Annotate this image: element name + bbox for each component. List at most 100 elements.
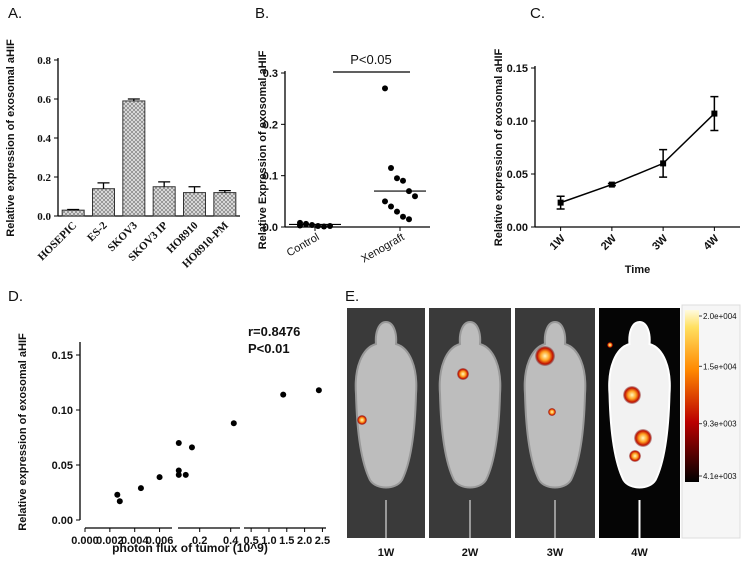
data-point — [175, 467, 182, 474]
panel-label: A. — [8, 5, 22, 22]
y-tick-label: 0.00 — [52, 515, 73, 527]
panel-label: E. — [345, 288, 359, 305]
x-tick-label: 1.0 — [261, 535, 276, 547]
data-point — [382, 198, 388, 205]
x-tick-label: ES-2 — [85, 219, 110, 244]
y-tick-label: 0.10 — [52, 405, 73, 417]
error-bar — [67, 208, 80, 211]
panel-label: C. — [530, 5, 545, 22]
x-tick-label: 1W — [548, 232, 569, 253]
data-point — [230, 420, 237, 427]
data-point — [660, 160, 667, 167]
x-tick-label: 0.2 — [192, 535, 207, 547]
y-tick-label: 0.10 — [507, 116, 528, 128]
data-point — [188, 444, 195, 451]
y-tick-label: 0.4 — [37, 133, 51, 145]
signal — [634, 429, 652, 447]
data-point — [382, 85, 388, 92]
colorbar-label: 4.1e+003 — [703, 472, 737, 481]
colorbar-label: 1.5e+004 — [703, 362, 737, 371]
signal — [548, 408, 556, 416]
panel-label: B. — [255, 5, 269, 22]
data-point — [608, 181, 615, 188]
error-bar — [218, 190, 231, 193]
y-tick-label: 0.8 — [37, 55, 51, 67]
data-point — [116, 498, 123, 505]
annotation: P<0.05 — [350, 52, 392, 67]
x-tick-label: HOSEPIC — [36, 220, 80, 264]
colorbar-label: 9.3e+003 — [703, 420, 737, 429]
x-tick-label: 0.002 — [96, 535, 124, 547]
bar — [92, 188, 115, 217]
bar — [152, 186, 176, 217]
data-point — [137, 485, 144, 492]
x-tick-label: Control — [285, 231, 322, 259]
image-caption: 1W — [378, 547, 395, 559]
y-tick-label: 0.05 — [52, 460, 73, 472]
data-point — [394, 208, 400, 215]
data-point — [280, 391, 287, 398]
x-tick-label: 3W — [650, 232, 671, 253]
x-axis-title: Time — [625, 264, 650, 276]
data-point — [388, 203, 394, 210]
data-point — [412, 193, 418, 200]
bar — [183, 192, 206, 217]
error-bar — [188, 186, 201, 193]
bar — [122, 100, 146, 217]
signal — [357, 415, 367, 425]
data-point — [114, 491, 121, 498]
y-tick-label: 0.1 — [263, 171, 278, 183]
y-tick-label: 0.00 — [507, 222, 528, 234]
data-point — [175, 471, 182, 478]
y-axis-title: Relative expression of exosomal aHIF — [5, 39, 17, 237]
x-tick-label: 2.0 — [297, 535, 312, 547]
x-tick-label: 0.004 — [121, 535, 149, 547]
image-caption: 4W — [631, 547, 648, 559]
annotation: P<0.01 — [248, 341, 290, 356]
image-caption: 3W — [547, 547, 564, 559]
data-line — [560, 113, 715, 204]
error-bar — [97, 182, 110, 189]
signal — [607, 342, 613, 348]
y-axis-title: Relative expression of exosomal aHIF — [17, 333, 29, 531]
y-tick-label: 0.15 — [507, 63, 528, 75]
x-tick-label: 2W — [599, 232, 620, 253]
bar — [213, 192, 237, 217]
image-caption: 2W — [462, 547, 479, 559]
data-point — [400, 213, 406, 220]
x-tick-label: 0.5 — [243, 535, 258, 547]
data-point — [297, 222, 303, 229]
y-tick-label: 0.05 — [507, 169, 528, 181]
data-point — [406, 216, 412, 223]
y-tick-label: 0.0 — [263, 222, 278, 234]
annotation: r=0.8476 — [248, 324, 300, 339]
data-point — [182, 471, 189, 478]
mouse — [354, 320, 418, 538]
data-point — [400, 177, 406, 184]
data-point — [394, 175, 400, 182]
y-axis-title: Relative Expression of exosomal aHIF — [257, 50, 269, 249]
error-bar — [127, 98, 140, 101]
x-tick-label: 0.000 — [71, 535, 99, 547]
x-tick-label: 4W — [701, 232, 722, 253]
signal — [535, 346, 555, 366]
colorbar — [685, 310, 699, 482]
x-tick-label: 0.4 — [223, 535, 239, 547]
bar — [61, 209, 85, 217]
x-tick-label: Xenograft — [359, 231, 406, 265]
y-tick-label: 0.3 — [263, 68, 278, 80]
y-axis-title: Relative expression of exosomal aHIF — [493, 48, 505, 246]
y-tick-label: 0.2 — [37, 172, 51, 184]
data-point — [388, 164, 394, 171]
data-point — [175, 440, 182, 446]
x-axis-title: photon flux of tumor (10^9) — [112, 541, 268, 555]
y-tick-label: 0.15 — [52, 350, 73, 362]
x-tick-label: 1.5 — [279, 535, 294, 547]
signal — [629, 450, 641, 462]
data-point — [315, 387, 322, 394]
signal — [457, 368, 469, 380]
x-tick-label: 2.5 — [315, 535, 330, 547]
mouse — [438, 320, 502, 538]
signal — [623, 386, 641, 404]
